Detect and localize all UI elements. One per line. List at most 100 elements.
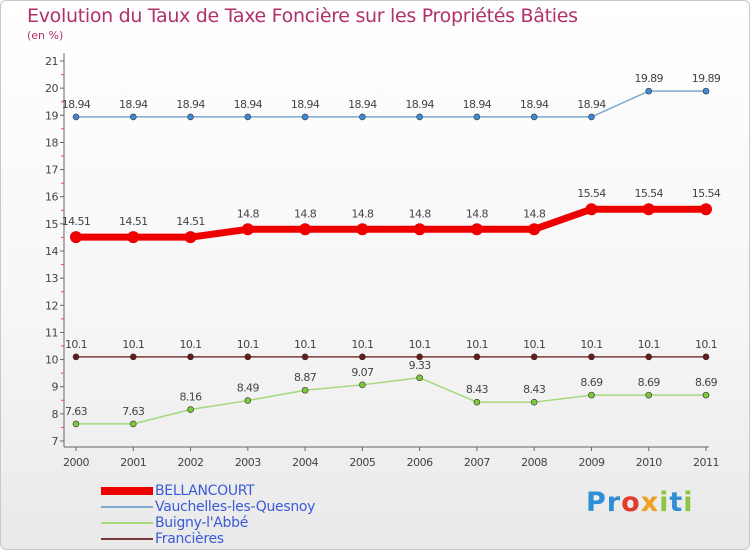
data-label-buigny-l-abb-: 8.49 — [237, 382, 260, 395]
data-point-bellancourt — [585, 203, 598, 216]
data-label-vauchelles-les-quesnoy: 18.94 — [405, 98, 434, 111]
x-tick-label: 2006 — [407, 456, 433, 469]
y-tick-label: 15 — [45, 218, 58, 231]
x-tick-label: 2000 — [63, 456, 89, 469]
data-label-vauchelles-les-quesnoy: 18.94 — [176, 98, 205, 111]
data-point-franci-res — [244, 353, 252, 361]
y-tick-label: 16 — [45, 191, 58, 204]
data-point-franci-res — [416, 353, 423, 361]
data-point-vauchelles-les-quesnoy — [416, 113, 423, 121]
data-point-buigny-l-abb- — [301, 386, 309, 394]
data-label-buigny-l-abb-: 8.69 — [695, 376, 718, 389]
data-label-franci-res: 10.1 — [466, 338, 488, 351]
data-point-vauchelles-les-quesnoy — [645, 87, 653, 95]
x-tick-label: 2005 — [349, 456, 375, 469]
logo-letter: t — [669, 487, 684, 518]
logo-letter: P — [586, 487, 607, 518]
y-tick-label: 8 — [52, 408, 59, 421]
data-label-franci-res: 10.1 — [122, 338, 144, 351]
data-label-franci-res: 10.1 — [351, 338, 373, 351]
data-point-buigny-l-abb- — [530, 398, 538, 406]
data-point-franci-res — [588, 353, 595, 361]
data-label-franci-res: 10.1 — [580, 338, 602, 351]
data-label-franci-res: 10.1 — [237, 338, 259, 351]
series-line-vauchelles-les-quesnoy — [76, 90, 706, 118]
data-label-buigny-l-abb-: 9.07 — [351, 366, 374, 379]
data-point-bellancourt — [241, 223, 254, 236]
data-label-vauchelles-les-quesnoy: 18.94 — [291, 98, 320, 111]
data-point-buigny-l-abb- — [244, 397, 252, 404]
legend-item-vauchelles-les-quesnoy: Vauchelles-les-Quesnoy — [101, 499, 315, 515]
data-point-buigny-l-abb- — [702, 391, 710, 399]
data-point-bellancourt — [299, 223, 312, 236]
data-point-franci-res — [473, 353, 481, 361]
data-point-buigny-l-abb- — [416, 374, 423, 382]
data-point-vauchelles-les-quesnoy — [359, 113, 366, 121]
data-label-franci-res: 10.1 — [523, 338, 545, 351]
data-label-franci-res: 10.1 — [638, 338, 660, 351]
data-label-vauchelles-les-quesnoy: 18.94 — [520, 98, 549, 111]
y-tick-label: 21 — [45, 55, 58, 68]
logo-letter: o — [621, 487, 641, 518]
data-point-vauchelles-les-quesnoy — [187, 113, 194, 121]
data-label-buigny-l-abb-: 8.69 — [580, 376, 603, 389]
data-point-buigny-l-abb- — [187, 406, 194, 413]
data-label-bellancourt: 14.8 — [351, 207, 374, 220]
data-point-franci-res — [645, 353, 653, 361]
legend-item-buigny-l-abb-: Buigny-l'Abbé — [101, 515, 315, 531]
y-tick-label: 10 — [45, 354, 58, 367]
data-point-vauchelles-les-quesnoy — [129, 113, 137, 121]
legend-swatch — [101, 487, 153, 495]
x-tick-label: 2003 — [235, 456, 261, 469]
x-tick-label: 2007 — [464, 456, 490, 469]
y-tick-label: 20 — [45, 82, 58, 95]
data-label-buigny-l-abb-: 8.87 — [294, 371, 317, 384]
data-point-vauchelles-les-quesnoy — [301, 113, 309, 121]
data-label-bellancourt: 15.54 — [692, 187, 721, 200]
y-tick-label: 14 — [45, 245, 58, 258]
data-label-franci-res: 10.1 — [409, 338, 431, 351]
data-point-buigny-l-abb- — [473, 398, 481, 406]
x-tick-label: 2004 — [292, 456, 318, 469]
legend-label: Vauchelles-les-Quesnoy — [155, 499, 316, 515]
legend-item-franci-res: Francières — [101, 531, 315, 547]
legend-label: Buigny-l'Abbé — [155, 515, 249, 531]
x-tick-label: 2009 — [578, 456, 604, 469]
legend-item-bellancourt: BELLANCOURT — [101, 483, 315, 499]
data-label-franci-res: 10.1 — [179, 338, 201, 351]
data-point-bellancourt — [470, 223, 483, 236]
legend-swatch — [101, 522, 153, 524]
y-tick-label: 9 — [52, 381, 59, 394]
data-label-bellancourt: 15.54 — [634, 187, 663, 200]
data-point-bellancourt — [184, 231, 197, 244]
legend: BELLANCOURT Vauchelles-les-Quesnoy Buigny-… — [101, 483, 315, 547]
data-label-vauchelles-les-quesnoy: 18.94 — [348, 98, 377, 111]
x-tick-label: 2011 — [693, 456, 719, 469]
data-label-bellancourt: 14.8 — [237, 207, 260, 220]
y-tick-label: 13 — [45, 272, 58, 285]
data-point-buigny-l-abb- — [129, 420, 137, 428]
data-label-franci-res: 10.1 — [294, 338, 316, 351]
data-point-buigny-l-abb- — [359, 381, 366, 389]
data-point-bellancourt — [528, 223, 541, 236]
x-tick-label: 2010 — [636, 456, 662, 469]
y-tick-label: 7 — [52, 435, 59, 448]
logo-letter: i — [683, 487, 694, 518]
unit-label: (en %) — [27, 29, 64, 42]
data-point-vauchelles-les-quesnoy — [702, 87, 710, 95]
data-label-vauchelles-les-quesnoy: 18.94 — [62, 98, 91, 111]
data-point-buigny-l-abb- — [72, 420, 80, 428]
data-label-vauchelles-les-quesnoy: 18.94 — [119, 98, 148, 111]
data-label-vauchelles-les-quesnoy: 18.94 — [234, 98, 263, 111]
data-point-franci-res — [530, 353, 538, 361]
data-point-franci-res — [187, 353, 194, 361]
y-tick-label: 19 — [45, 109, 58, 122]
data-point-bellancourt — [70, 231, 82, 244]
data-label-bellancourt: 14.8 — [523, 207, 546, 220]
data-label-buigny-l-abb-: 8.43 — [466, 383, 489, 396]
data-point-bellancourt — [356, 223, 369, 236]
y-tick-label: 18 — [45, 136, 58, 149]
data-point-franci-res — [301, 353, 309, 361]
